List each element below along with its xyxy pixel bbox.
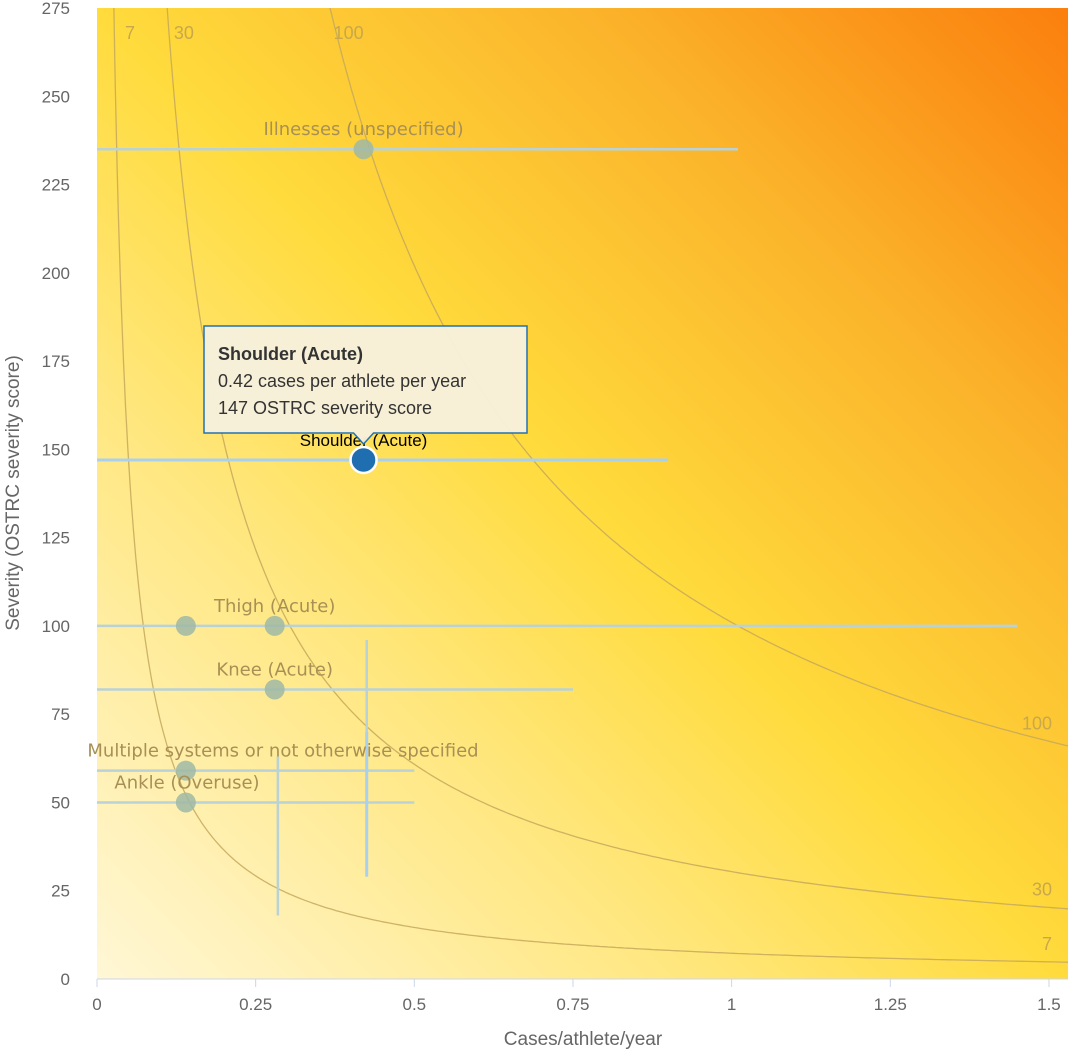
y-tick-label: 225 xyxy=(42,176,70,195)
y-tick-label: 100 xyxy=(42,617,70,636)
point-labels-group: Illnesses (unspecified) Shoulder (Acute) T… xyxy=(87,119,478,793)
isoline-label-right-7: 7 xyxy=(1042,934,1052,954)
y-tick-label: 125 xyxy=(42,529,70,548)
x-tick-label: 1.25 xyxy=(874,995,907,1014)
data-point-active[interactable] xyxy=(349,445,378,475)
data-point-label: Ankle (Overuse) xyxy=(114,772,259,793)
data-point-label: Multiple systems or not otherwise specif… xyxy=(87,741,478,762)
data-point[interactable] xyxy=(264,679,285,700)
tooltip: Shoulder (Acute) 0.42 cases per athlete p… xyxy=(203,325,528,446)
isoline-100 xyxy=(329,8,1068,747)
x-tick-label: 1.5 xyxy=(1037,995,1061,1014)
isoline-label-right-100: 100 xyxy=(1022,713,1052,733)
y-tick-label: 250 xyxy=(42,87,70,106)
tooltip-line-2: 147 OSTRC severity score xyxy=(218,398,432,418)
data-point[interactable] xyxy=(264,615,285,636)
data-point-label: Knee (Acute) xyxy=(216,659,333,680)
y-tick-label: 50 xyxy=(51,793,70,812)
isoline-7 xyxy=(113,8,1068,963)
isoline-label-top-30: 30 xyxy=(174,23,194,43)
data-point[interactable] xyxy=(353,139,374,160)
y-tick-label: 175 xyxy=(42,352,70,371)
isoline-labels-group: 7 7 30 30 100 100 xyxy=(125,23,1052,954)
data-point-label: Thigh (Acute) xyxy=(213,596,335,617)
isoline-label-top-100: 100 xyxy=(334,23,364,43)
x-tick-label: 0.25 xyxy=(239,995,272,1014)
y-tick-label: 200 xyxy=(42,264,70,283)
y-axis-title: Severity (OSTRC severity score) xyxy=(3,355,24,631)
y-tick-label: 75 xyxy=(51,705,70,724)
y-tick-label: 275 xyxy=(42,0,70,18)
error-bars-group xyxy=(97,147,1018,916)
x-tick-label: 0.5 xyxy=(402,995,426,1014)
x-axis-title: Cases/athlete/year xyxy=(504,1029,663,1050)
x-tick-label: 0.75 xyxy=(556,995,589,1014)
y-ticks-group: 0 25 50 75 100 125 150 175 200 225 250 275 xyxy=(42,0,70,989)
data-point[interactable] xyxy=(175,760,196,781)
points-group xyxy=(175,139,378,813)
isoline-label-top-7: 7 xyxy=(125,23,135,43)
data-point-label: Illnesses (unspecified) xyxy=(263,119,463,140)
y-tick-label: 25 xyxy=(51,882,70,901)
isoline-label-right-30: 30 xyxy=(1032,879,1052,899)
tooltip-title: Shoulder (Acute) xyxy=(218,344,363,364)
data-point[interactable] xyxy=(175,615,196,636)
y-tick-label: 0 xyxy=(61,970,70,989)
tooltip-box xyxy=(203,325,528,446)
x-tick-label: 1 xyxy=(727,995,736,1014)
tooltip-line-1: 0.42 cases per athlete per year xyxy=(218,371,466,391)
x-tick-label: 0 xyxy=(92,995,101,1014)
y-tick-label: 150 xyxy=(42,440,70,459)
plot-background xyxy=(97,8,1068,979)
data-point[interactable] xyxy=(175,792,196,813)
x-ticks-group: 0 0.25 0.5 0.75 1 1.25 1.5 xyxy=(92,979,1061,1014)
